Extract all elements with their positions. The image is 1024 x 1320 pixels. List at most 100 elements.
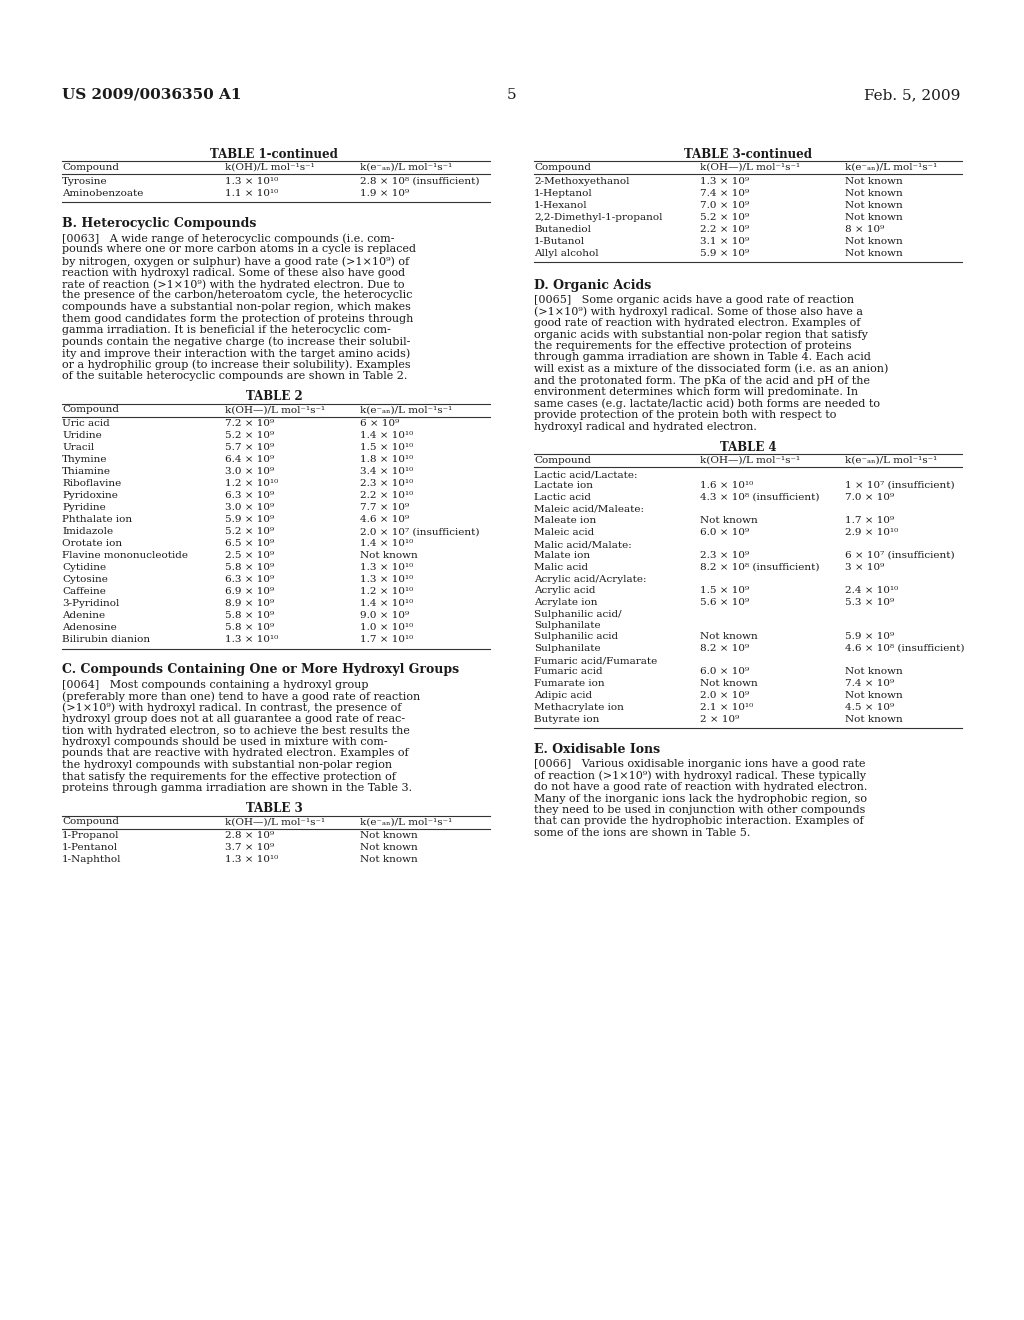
Text: Compound: Compound <box>62 162 119 172</box>
Text: 3.0 × 10⁹: 3.0 × 10⁹ <box>225 503 274 512</box>
Text: 4.6 × 10⁸ (insufficient): 4.6 × 10⁸ (insufficient) <box>845 644 965 653</box>
Text: 5.8 × 10⁹: 5.8 × 10⁹ <box>225 564 274 573</box>
Text: Methacrylate ion: Methacrylate ion <box>534 704 624 711</box>
Text: ity and improve their interaction with the target amino acids): ity and improve their interaction with t… <box>62 348 411 359</box>
Text: D. Organic Acids: D. Organic Acids <box>534 279 651 292</box>
Text: Not known: Not known <box>700 516 758 525</box>
Text: TABLE 4: TABLE 4 <box>720 441 776 454</box>
Text: 2.3 × 10¹⁰: 2.3 × 10¹⁰ <box>360 479 414 488</box>
Text: Flavine mononucleotide: Flavine mononucleotide <box>62 552 188 561</box>
Text: 1.6 × 10¹⁰: 1.6 × 10¹⁰ <box>700 480 754 490</box>
Text: 1.2 × 10¹⁰: 1.2 × 10¹⁰ <box>225 479 279 488</box>
Text: (>1×10⁹) with hydroxyl radical. Some of those also have a: (>1×10⁹) with hydroxyl radical. Some of … <box>534 306 863 317</box>
Text: the hydroxyl compounds with substantial non-polar region: the hydroxyl compounds with substantial … <box>62 760 392 770</box>
Text: k(OH—)/L mol⁻¹s⁻¹: k(OH—)/L mol⁻¹s⁻¹ <box>700 162 800 172</box>
Text: Not known: Not known <box>845 667 903 676</box>
Text: 1.3 × 10¹⁰: 1.3 × 10¹⁰ <box>225 635 279 644</box>
Text: 7.0 × 10⁹: 7.0 × 10⁹ <box>700 201 750 210</box>
Text: Malic acid: Malic acid <box>534 564 588 572</box>
Text: Not known: Not known <box>845 715 903 723</box>
Text: 2.0 × 10⁷ (insufficient): 2.0 × 10⁷ (insufficient) <box>360 528 479 536</box>
Text: 1.7 × 10¹⁰: 1.7 × 10¹⁰ <box>360 635 414 644</box>
Text: 2.0 × 10⁹: 2.0 × 10⁹ <box>700 690 750 700</box>
Text: Acrylic acid: Acrylic acid <box>534 586 596 595</box>
Text: 8.2 × 10⁸ (insufficient): 8.2 × 10⁸ (insufficient) <box>700 564 819 572</box>
Text: Compound: Compound <box>62 405 119 414</box>
Text: Lactic acid: Lactic acid <box>534 492 591 502</box>
Text: Lactate ion: Lactate ion <box>534 480 593 490</box>
Text: 1.2 × 10¹⁰: 1.2 × 10¹⁰ <box>360 587 414 597</box>
Text: (>1×10⁹) with hydroxyl radical. In contrast, the presence of: (>1×10⁹) with hydroxyl radical. In contr… <box>62 702 401 713</box>
Text: Adenine: Adenine <box>62 611 105 620</box>
Text: the requirements for the effective protection of proteins: the requirements for the effective prote… <box>534 341 852 351</box>
Text: 4.6 × 10⁹: 4.6 × 10⁹ <box>360 516 410 524</box>
Text: 1.3 × 10⁹: 1.3 × 10⁹ <box>700 177 750 186</box>
Text: 5.2 × 10⁹: 5.2 × 10⁹ <box>225 528 274 536</box>
Text: 1-Pentanol: 1-Pentanol <box>62 843 118 853</box>
Text: Not known: Not known <box>360 552 418 561</box>
Text: 7.2 × 10⁹: 7.2 × 10⁹ <box>225 420 274 429</box>
Text: Not known: Not known <box>845 189 903 198</box>
Text: 3.1 × 10⁹: 3.1 × 10⁹ <box>700 238 750 246</box>
Text: TABLE 2: TABLE 2 <box>246 391 302 404</box>
Text: 5.6 × 10⁹: 5.6 × 10⁹ <box>700 598 750 607</box>
Text: 1-Naphthol: 1-Naphthol <box>62 855 122 865</box>
Text: 1-Propanol: 1-Propanol <box>62 832 120 841</box>
Text: 2 × 10⁹: 2 × 10⁹ <box>700 715 739 723</box>
Text: Imidazole: Imidazole <box>62 528 113 536</box>
Text: 2.5 × 10⁹: 2.5 × 10⁹ <box>225 552 274 561</box>
Text: 4.3 × 10⁸ (insufficient): 4.3 × 10⁸ (insufficient) <box>700 492 819 502</box>
Text: TABLE 3-continued: TABLE 3-continued <box>684 148 812 161</box>
Text: Not known: Not known <box>845 249 903 257</box>
Text: Not known: Not known <box>845 213 903 222</box>
Text: k(e⁻ₐₙ)/L mol⁻¹s⁻¹: k(e⁻ₐₙ)/L mol⁻¹s⁻¹ <box>845 162 937 172</box>
Text: that satisfy the requirements for the effective protection of: that satisfy the requirements for the ef… <box>62 771 396 781</box>
Text: 9.0 × 10⁹: 9.0 × 10⁹ <box>360 611 410 620</box>
Text: the presence of the carbon/heteroatom cycle, the heterocyclic: the presence of the carbon/heteroatom cy… <box>62 290 413 301</box>
Text: 2.2 × 10¹⁰: 2.2 × 10¹⁰ <box>360 491 414 500</box>
Text: Not known: Not known <box>700 632 758 642</box>
Text: Acrylate ion: Acrylate ion <box>534 598 597 607</box>
Text: 5.9 × 10⁹: 5.9 × 10⁹ <box>700 249 750 257</box>
Text: that can provide the hydrophobic interaction. Examples of: that can provide the hydrophobic interac… <box>534 817 863 826</box>
Text: Not known: Not known <box>845 690 903 700</box>
Text: and the protonated form. The pKa of the acid and pH of the: and the protonated form. The pKa of the … <box>534 375 870 385</box>
Text: k(e⁻ₐₙ)/L mol⁻¹s⁻¹: k(e⁻ₐₙ)/L mol⁻¹s⁻¹ <box>845 455 937 465</box>
Text: by nitrogen, oxygen or sulphur) have a good rate (>1×10⁹) of: by nitrogen, oxygen or sulphur) have a g… <box>62 256 410 267</box>
Text: 1.1 × 10¹⁰: 1.1 × 10¹⁰ <box>225 189 279 198</box>
Text: [0066]   Various oxidisable inorganic ions have a good rate: [0066] Various oxidisable inorganic ions… <box>534 759 865 770</box>
Text: 2,2-Dimethyl-1-propanol: 2,2-Dimethyl-1-propanol <box>534 213 663 222</box>
Text: 2.9 × 10¹⁰: 2.9 × 10¹⁰ <box>845 528 898 537</box>
Text: gamma irradiation. It is beneficial if the heterocyclic com-: gamma irradiation. It is beneficial if t… <box>62 325 391 335</box>
Text: TABLE 1-continued: TABLE 1-continued <box>210 148 338 161</box>
Text: Tyrosine: Tyrosine <box>62 177 108 186</box>
Text: Not known: Not known <box>845 238 903 246</box>
Text: E. Oxidisable Ions: E. Oxidisable Ions <box>534 743 660 756</box>
Text: hydroxyl radical and hydrated electron.: hydroxyl radical and hydrated electron. <box>534 421 757 432</box>
Text: Not known: Not known <box>360 855 418 865</box>
Text: Pyridoxine: Pyridoxine <box>62 491 118 500</box>
Text: 5.3 × 10⁹: 5.3 × 10⁹ <box>845 598 894 607</box>
Text: 3 × 10⁹: 3 × 10⁹ <box>845 564 885 572</box>
Text: 1.5 × 10⁹: 1.5 × 10⁹ <box>700 586 750 595</box>
Text: 1.5 × 10¹⁰: 1.5 × 10¹⁰ <box>360 444 414 453</box>
Text: Bilirubin dianion: Bilirubin dianion <box>62 635 151 644</box>
Text: Adipic acid: Adipic acid <box>534 690 592 700</box>
Text: pounds that are reactive with hydrated electron. Examples of: pounds that are reactive with hydrated e… <box>62 748 409 759</box>
Text: they need to be used in conjunction with other compounds: they need to be used in conjunction with… <box>534 805 865 814</box>
Text: hydroxyl compounds should be used in mixture with com-: hydroxyl compounds should be used in mix… <box>62 737 388 747</box>
Text: Uracil: Uracil <box>62 444 94 453</box>
Text: 5.2 × 10⁹: 5.2 × 10⁹ <box>700 213 750 222</box>
Text: same cases (e.g. lactate/lactic acid) both forms are needed to: same cases (e.g. lactate/lactic acid) bo… <box>534 399 880 409</box>
Text: 5.8 × 10⁹: 5.8 × 10⁹ <box>225 623 274 632</box>
Text: 5.7 × 10⁹: 5.7 × 10⁹ <box>225 444 274 453</box>
Text: 7.0 × 10⁹: 7.0 × 10⁹ <box>845 492 894 502</box>
Text: Not known: Not known <box>360 843 418 853</box>
Text: 3.0 × 10⁹: 3.0 × 10⁹ <box>225 467 274 477</box>
Text: Maleic acid: Maleic acid <box>534 528 594 537</box>
Text: [0064]   Most compounds containing a hydroxyl group: [0064] Most compounds containing a hydro… <box>62 680 369 689</box>
Text: 2.4 × 10¹⁰: 2.4 × 10¹⁰ <box>845 586 898 595</box>
Text: pounds contain the negative charge (to increase their solubil-: pounds contain the negative charge (to i… <box>62 337 411 347</box>
Text: 2.1 × 10¹⁰: 2.1 × 10¹⁰ <box>700 704 754 711</box>
Text: 1-Hexanol: 1-Hexanol <box>534 201 588 210</box>
